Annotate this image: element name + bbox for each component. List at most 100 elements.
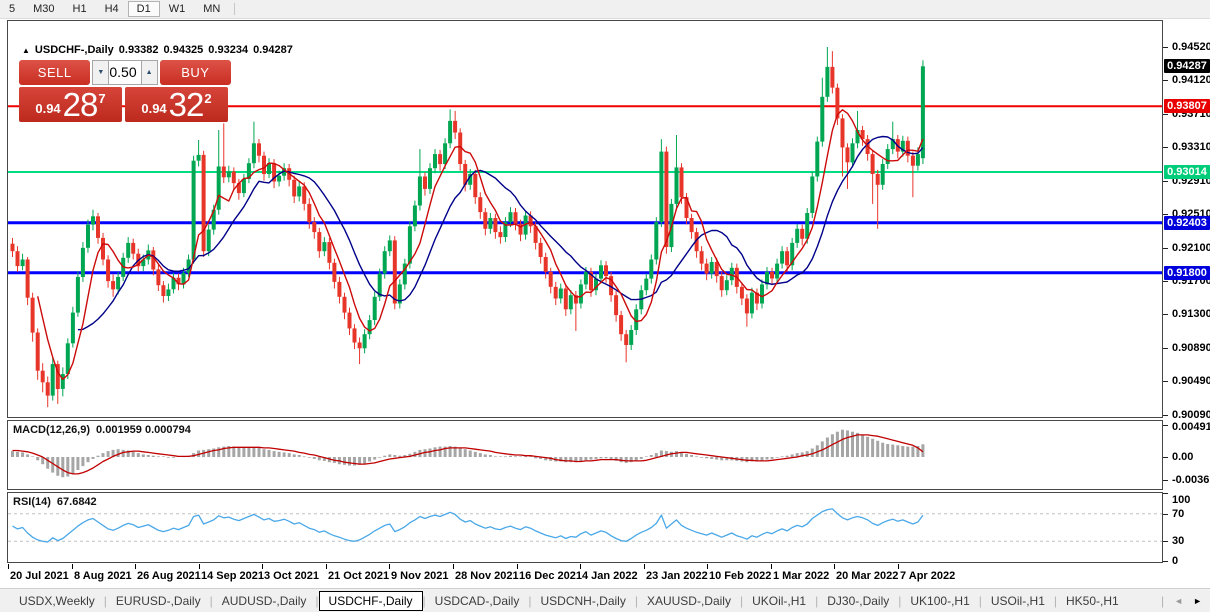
macd-tick-mark bbox=[1163, 457, 1168, 458]
tab-separator: | bbox=[103, 593, 107, 608]
chevron-up-icon: ▲ bbox=[145, 69, 153, 76]
price-tick-mark bbox=[1163, 281, 1168, 282]
timeframe-button-m30[interactable]: M30 bbox=[33, 3, 55, 15]
price-chart-pane[interactable]: ▲ USDCHF-,Daily 0.93382 0.94325 0.93234 0.942… bbox=[7, 20, 1163, 418]
volume-decrease-button[interactable]: ▼ bbox=[92, 60, 110, 85]
rsi-tick-label: 30 bbox=[1172, 535, 1185, 547]
time-tick-label: 1 Mar 2022 bbox=[773, 570, 830, 582]
rsi-tick-mark bbox=[1163, 514, 1168, 515]
tab-scroll-left-icon[interactable]: ◄ bbox=[1174, 595, 1184, 606]
time-tick-mark bbox=[199, 564, 200, 569]
time-tick-label: 4 Jan 2022 bbox=[582, 570, 638, 582]
tab-separator: | bbox=[815, 593, 819, 608]
volume-input[interactable]: 0.50 bbox=[109, 60, 141, 85]
price-tick-label: 0.91300 bbox=[1172, 308, 1210, 320]
time-tick-mark bbox=[771, 564, 772, 569]
tab-scroll-right-icon[interactable]: ► bbox=[1193, 595, 1202, 606]
price-badge: 0.91800 bbox=[1164, 266, 1210, 280]
one-click-trading-panel: SELL ▼ 0.50 ▲ BUY 0.94 28 7 0.94 32 2 bbox=[19, 60, 231, 122]
price-tick-mark bbox=[1163, 381, 1168, 382]
collapse-panel-icon[interactable]: ▲ bbox=[22, 46, 30, 55]
tab-hk50-h1[interactable]: HK50-,H1 bbox=[1066, 593, 1119, 608]
rsi-tick-mark bbox=[1163, 541, 1168, 542]
time-tick-label: 14 Sep 2021 bbox=[201, 570, 264, 582]
buy-button[interactable]: BUY bbox=[159, 60, 231, 85]
buy-price-display[interactable]: 0.94 32 2 bbox=[125, 87, 228, 122]
price-badge: 0.93014 bbox=[1164, 165, 1210, 179]
buy-price-pips: 32 bbox=[168, 86, 205, 123]
timeframe-button-w1[interactable]: W1 bbox=[168, 3, 186, 15]
time-tick-mark bbox=[326, 564, 327, 569]
rsi-tick-label: 0 bbox=[1172, 555, 1179, 567]
rsi-value: 67.6842 bbox=[56, 496, 97, 508]
rsi-tick-mark bbox=[1163, 561, 1168, 562]
price-tick-label: 0.94520 bbox=[1172, 41, 1210, 53]
timeframe-button-h4[interactable]: H4 bbox=[104, 3, 119, 15]
tab-usdx-weekly[interactable]: USDX,Weekly bbox=[19, 593, 95, 608]
time-tick-mark bbox=[644, 564, 645, 569]
buy-price-point: 2 bbox=[204, 91, 212, 106]
time-tick-label: 21 Oct 2021 bbox=[328, 570, 390, 582]
price-tick-label: 0.90090 bbox=[1172, 409, 1210, 421]
macd-label: MACD(12,26,9) 0.001959 0.000794 bbox=[13, 424, 191, 436]
price-tick-mark bbox=[1163, 181, 1168, 182]
tab-xauusd-daily[interactable]: XAUUSD-,Daily bbox=[646, 593, 731, 608]
time-tick-mark bbox=[517, 564, 518, 569]
time-tick-mark bbox=[834, 564, 835, 569]
tab-eurusd-daily[interactable]: EURUSD-,Daily bbox=[115, 593, 201, 608]
time-tick-label: 10 Feb 2022 bbox=[709, 570, 772, 582]
time-axis[interactable]: 20 Jul 2021 8 Aug 2021 26 Aug 2021 14 Sep 2… bbox=[7, 564, 1163, 586]
tab-ukoil-h1[interactable]: UKOil-,H1 bbox=[752, 593, 807, 608]
tab-separator: | bbox=[1161, 593, 1165, 608]
time-tick-label: 3 Oct 2021 bbox=[264, 570, 320, 582]
tab-separator: | bbox=[898, 593, 902, 608]
macd-tick-label: -0.003614 bbox=[1172, 474, 1210, 486]
tab-usoil-h1[interactable]: USOil-,H1 bbox=[990, 593, 1045, 608]
time-tick-mark bbox=[389, 564, 390, 569]
chevron-down-icon: ▼ bbox=[97, 69, 105, 76]
tab-audusd-daily[interactable]: AUDUSD-,Daily bbox=[221, 593, 307, 608]
timeframe-button-h1[interactable]: H1 bbox=[72, 3, 87, 15]
rsi-indicator-pane[interactable]: RSI(14) 67.6842 bbox=[7, 492, 1163, 563]
tab-uk100-h1[interactable]: UK100-,H1 bbox=[910, 593, 970, 608]
tab-usdchf-daily[interactable]: USDCHF-,Daily bbox=[318, 590, 423, 611]
time-tick-mark bbox=[453, 564, 454, 569]
tab-dj30-daily[interactable]: DJ30-,Daily bbox=[827, 593, 890, 608]
rsi-chart bbox=[8, 508, 1162, 543]
buy-price-base: 0.94 bbox=[141, 101, 167, 116]
chart-ohlc-info: ▲ USDCHF-,Daily 0.93382 0.94325 0.93234 0.942… bbox=[22, 44, 298, 56]
price-tick-label: 0.94120 bbox=[1172, 74, 1210, 86]
tab-usdcad-daily[interactable]: USDCAD-,Daily bbox=[434, 593, 520, 608]
tab-separator: | bbox=[1053, 593, 1058, 608]
macd-tick-label: 0.004913 bbox=[1172, 421, 1210, 433]
price-scale[interactable]: 0.94520 0.94120 0.93710 0.93310 0.92910 0.925… bbox=[1163, 20, 1210, 586]
timeframe-toolbar: 5 M30 H1 H4 D1 W1 MN bbox=[0, 0, 1210, 19]
price-tick-label: 0.92100 bbox=[1172, 242, 1210, 254]
time-tick-mark bbox=[898, 564, 899, 569]
price-tick-label: 0.90890 bbox=[1172, 342, 1210, 354]
time-tick-mark bbox=[135, 564, 136, 569]
tab-separator: | bbox=[422, 593, 426, 608]
volume-increase-button[interactable]: ▲ bbox=[140, 60, 158, 85]
sell-button[interactable]: SELL bbox=[19, 60, 91, 85]
price-tick-mark bbox=[1163, 348, 1168, 349]
sell-price-display[interactable]: 0.94 28 7 bbox=[19, 87, 122, 122]
rsi-tick-label: 70 bbox=[1172, 508, 1185, 520]
time-tick-mark bbox=[707, 564, 708, 569]
price-tick-mark bbox=[1163, 114, 1168, 115]
timeframe-button-d1[interactable]: D1 bbox=[127, 1, 160, 17]
macd-indicator-pane[interactable]: MACD(12,26,9) 0.001959 0.000794 bbox=[7, 420, 1163, 490]
price-tick-mark bbox=[1163, 147, 1168, 148]
macd-tick-mark bbox=[1163, 480, 1168, 481]
tab-usdcnh-daily[interactable]: USDCNH-,Daily bbox=[540, 593, 626, 608]
time-tick-label: 7 Apr 2022 bbox=[900, 570, 956, 582]
price-tick-mark bbox=[1163, 214, 1168, 215]
timeframe-button-mn[interactable]: MN bbox=[203, 3, 221, 15]
price-tick-mark bbox=[1163, 314, 1168, 315]
price-badge: 0.93807 bbox=[1164, 99, 1210, 113]
timeframe-button-5[interactable]: 5 bbox=[9, 3, 16, 15]
macd-chart bbox=[11, 429, 925, 478]
time-tick-label: 16 Dec 2021 bbox=[519, 570, 582, 582]
price-tick-mark bbox=[1163, 80, 1168, 81]
